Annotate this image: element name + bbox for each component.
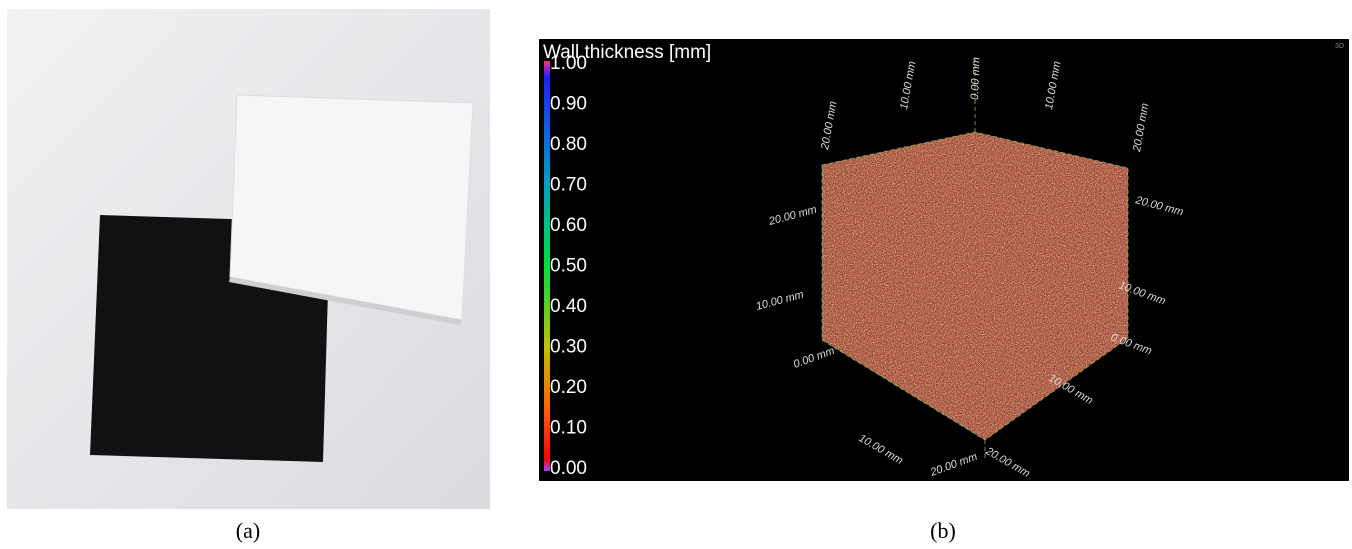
panel-label: (a): [236, 518, 260, 543]
colorbar-tick-label: 0.80: [550, 134, 587, 155]
colorbar-tick-label: 1.00: [550, 53, 587, 74]
colorbar-tick-label: 0.20: [550, 377, 587, 398]
colorbar-tick-label: 0.90: [550, 94, 587, 115]
colorbar-tick-label: 0.50: [550, 256, 587, 277]
colorbar-tick-label: 0.70: [550, 175, 587, 196]
colorbar-tick-label: 0.40: [550, 296, 587, 317]
colorbar-tick-label: 0.10: [550, 418, 587, 439]
panel-label: (b): [930, 518, 956, 543]
colorbar-tick-label: 0.60: [550, 215, 587, 236]
colorbar-tick-label: 0.00: [550, 458, 587, 479]
photo: [7, 9, 490, 509]
axis-label: 0.00 mm: [969, 57, 982, 100]
colorbar-tick-label: 0.30: [550, 337, 587, 358]
view-label: 3D: [1335, 43, 1344, 50]
figure: (a) Wall thickness [mm] 1.000.900.800.70…: [0, 0, 1352, 549]
